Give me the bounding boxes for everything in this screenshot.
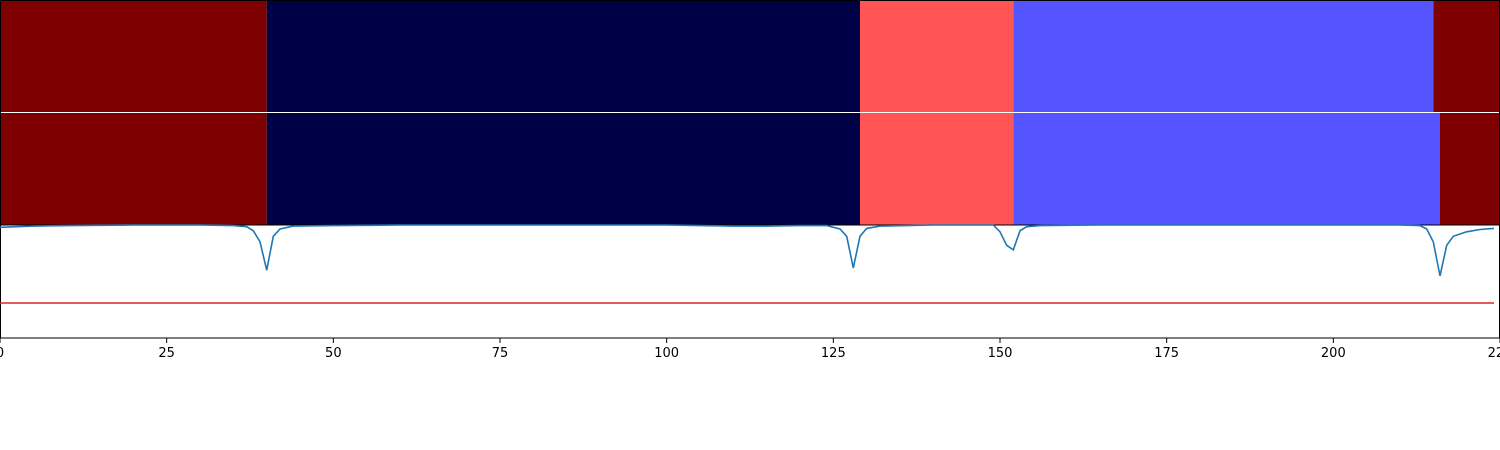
line-panel-frame	[0, 224, 1500, 339]
segment-r1-3	[1013, 113, 1440, 225]
x-tick-label-225: 225	[1488, 346, 1500, 361]
x-tick-label-125: 125	[821, 346, 846, 361]
segment-row-bottom	[0, 113, 1500, 225]
x-tick-label-100: 100	[654, 346, 679, 361]
x-tick-label-150: 150	[988, 346, 1013, 361]
segment-r1-0	[0, 113, 267, 225]
segment-r0-3	[1013, 1, 1434, 113]
x-tick-label-175: 175	[1154, 346, 1179, 361]
line-panel	[0, 224, 1500, 339]
x-tick-label-0: 0	[0, 346, 4, 361]
segment-r1-1	[266, 113, 861, 225]
x-tick-label-75: 75	[492, 346, 509, 361]
segment-r0-2	[860, 1, 1014, 113]
segment-row-top	[0, 1, 1500, 113]
line-series-0	[0, 224, 1494, 277]
x-tick-label-25: 25	[158, 346, 175, 361]
segment-r0-4	[1433, 1, 1500, 113]
segment-r0-1	[266, 1, 861, 113]
x-axis: 0 25 50 75 100 125 150 175 200 225	[0, 338, 1500, 361]
line-series-group	[0, 224, 1494, 304]
segment-r1-2	[860, 113, 1014, 225]
segment-r1-4	[1440, 113, 1500, 225]
x-tick-label-200: 200	[1321, 346, 1346, 361]
segment-r0-0	[0, 1, 267, 113]
x-tick-label-50: 50	[325, 346, 342, 361]
